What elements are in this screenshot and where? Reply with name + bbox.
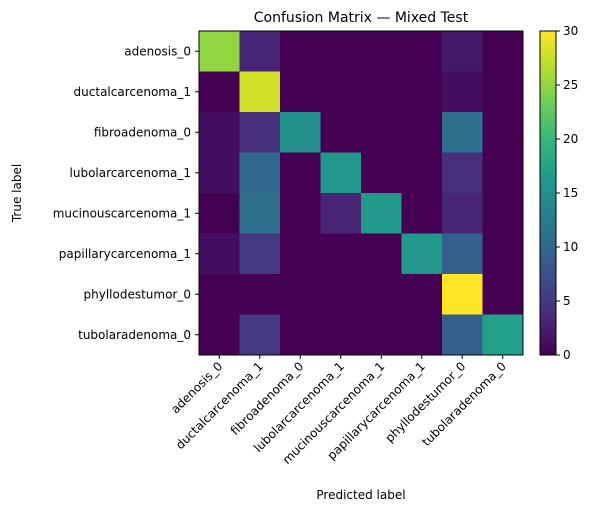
heatmap-cell bbox=[199, 193, 240, 234]
heatmap-cell bbox=[361, 193, 402, 234]
colorbar-tick-label: 15 bbox=[563, 186, 578, 200]
heatmap-cell bbox=[361, 112, 402, 153]
heatmap-cell bbox=[239, 112, 281, 153]
heatmap-cell bbox=[361, 274, 402, 315]
chart-title: Confusion Matrix — Mixed Test bbox=[254, 10, 469, 26]
heatmap-cell bbox=[401, 71, 443, 113]
heatmap-cell bbox=[199, 314, 240, 356]
heatmap-cell bbox=[239, 193, 281, 234]
heatmap-cell bbox=[199, 71, 240, 113]
colorbar-tick-label: 0 bbox=[563, 348, 571, 362]
x-axis-ticks: adenosis_0ductalcarcenoma_1fibroadenoma_… bbox=[168, 355, 509, 467]
heatmap-cell bbox=[199, 233, 240, 275]
x-axis-label: Predicted label bbox=[316, 488, 405, 502]
x-tick-label: fibroadenoma_0 bbox=[228, 359, 307, 438]
heatmap-cell bbox=[320, 314, 362, 356]
heatmap-cell bbox=[320, 112, 362, 153]
y-tick-label: fibroadenoma_0 bbox=[94, 125, 191, 139]
heatmap-cell bbox=[239, 274, 281, 315]
heatmap-cell bbox=[482, 233, 524, 275]
heatmap-cell bbox=[442, 112, 483, 153]
colorbar-tick-label: 25 bbox=[563, 78, 578, 92]
heatmap-cell bbox=[482, 314, 524, 356]
y-tick-label: tubolaradenoma_0 bbox=[78, 328, 191, 342]
heatmap-cell bbox=[361, 71, 402, 113]
heatmap-cell bbox=[239, 71, 281, 113]
heatmap-cell bbox=[401, 31, 443, 72]
heatmap-cell bbox=[361, 233, 402, 275]
y-tick-label: mucinouscarcenoma_1 bbox=[53, 206, 191, 220]
heatmap-cell bbox=[442, 152, 483, 194]
heatmap-cell bbox=[361, 152, 402, 194]
heatmap-cell bbox=[401, 193, 443, 234]
colorbar bbox=[539, 30, 557, 356]
colorbar-tick-label: 5 bbox=[563, 294, 571, 308]
y-tick-label: phyllodestumor_0 bbox=[84, 287, 192, 301]
heatmap-cell bbox=[401, 314, 443, 356]
heatmap-cell bbox=[239, 314, 281, 356]
heatmap-cell bbox=[239, 233, 281, 275]
heatmap-cell bbox=[320, 31, 362, 72]
heatmap-cell bbox=[320, 71, 362, 113]
heatmap-cell bbox=[280, 71, 321, 113]
heatmap-cell bbox=[482, 274, 524, 315]
heatmap-cell bbox=[361, 314, 402, 356]
heatmap-cell bbox=[199, 31, 240, 72]
y-tick-label: adenosis_0 bbox=[124, 44, 191, 58]
heatmap-cell bbox=[482, 152, 524, 194]
heatmap-cell bbox=[401, 233, 443, 275]
heatmap-cell bbox=[320, 193, 362, 234]
heatmap-cell bbox=[280, 314, 321, 356]
heatmap-cell bbox=[199, 152, 240, 194]
colorbar-tick-label: 10 bbox=[563, 240, 578, 254]
heatmap-cell bbox=[442, 314, 483, 356]
heatmap-cell bbox=[320, 274, 362, 315]
heatmap-cell bbox=[442, 233, 483, 275]
heatmap-cell bbox=[320, 152, 362, 194]
heatmap-cell bbox=[280, 233, 321, 275]
heatmap-cell bbox=[280, 274, 321, 315]
heatmap-cell bbox=[280, 112, 321, 153]
heatmap-cell bbox=[401, 274, 443, 315]
colorbar-ticks: 0 5 10 15 20 25 30 bbox=[556, 24, 578, 362]
heatmap-cell bbox=[482, 193, 524, 234]
heatmap-cell bbox=[442, 274, 483, 315]
y-axis-ticks: adenosis_0 ductalcarcenoma_1 fibroadenoma_… bbox=[53, 44, 199, 342]
heatmap-cell bbox=[280, 152, 321, 194]
y-axis-label: True label bbox=[10, 164, 24, 223]
heatmap-cell bbox=[442, 71, 483, 113]
heatmap-cell bbox=[239, 152, 281, 194]
y-tick-label: ductalcarcenoma_1 bbox=[74, 85, 191, 99]
heatmap-cell bbox=[442, 193, 483, 234]
heatmap-cell bbox=[199, 274, 240, 315]
heatmap-cells bbox=[199, 31, 524, 356]
heatmap-cell bbox=[482, 112, 524, 153]
plot-frame bbox=[198, 30, 524, 356]
colorbar-tick-label: 20 bbox=[563, 132, 578, 146]
y-tick-label: papillarycarcenoma_1 bbox=[59, 247, 191, 261]
heatmap-cell bbox=[482, 31, 524, 72]
heatmap-cell bbox=[320, 233, 362, 275]
colorbar-tick-label: 30 bbox=[563, 24, 578, 38]
y-tick-label: lubolarcarcenoma_1 bbox=[70, 166, 191, 180]
heatmap-cell bbox=[401, 152, 443, 194]
heatmap-cell bbox=[361, 31, 402, 72]
heatmap-cell bbox=[280, 31, 321, 72]
heatmap-cell bbox=[401, 112, 443, 153]
heatmap-cell bbox=[280, 193, 321, 234]
heatmap-cell bbox=[239, 31, 281, 72]
heatmap-cell bbox=[482, 71, 524, 113]
heatmap-cell bbox=[199, 112, 240, 153]
heatmap-cell bbox=[442, 31, 483, 72]
